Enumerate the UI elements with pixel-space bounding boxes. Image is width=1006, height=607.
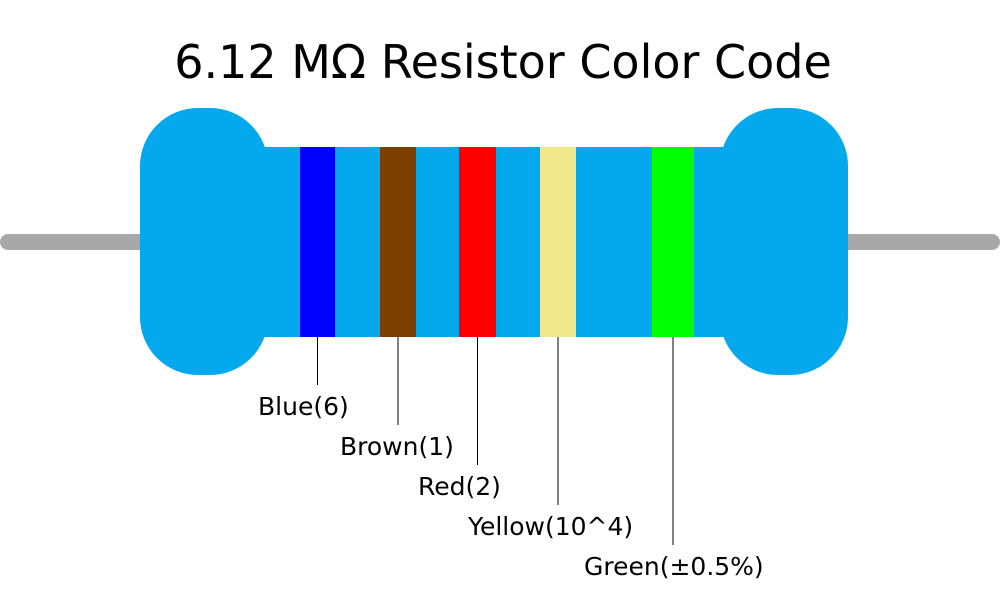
color-band [540,147,576,337]
band-label: Yellow(10^4) [467,512,633,541]
body-cap-right [720,108,848,375]
band-label: Green(±0.5%) [584,552,764,581]
color-band [459,147,496,337]
band-label: Brown(1) [340,432,454,461]
body-cap-left [140,108,268,375]
color-band [380,147,416,337]
band-label: Blue(6) [258,392,349,421]
bands: Blue(6) Brown(1) Red(2) Yellow(10^4) Green(±… [258,147,764,581]
band-label: Red(2) [418,472,501,501]
color-band [652,147,694,337]
title: 6.12 MΩ Resistor Color Code [174,35,832,89]
color-band [300,147,335,337]
